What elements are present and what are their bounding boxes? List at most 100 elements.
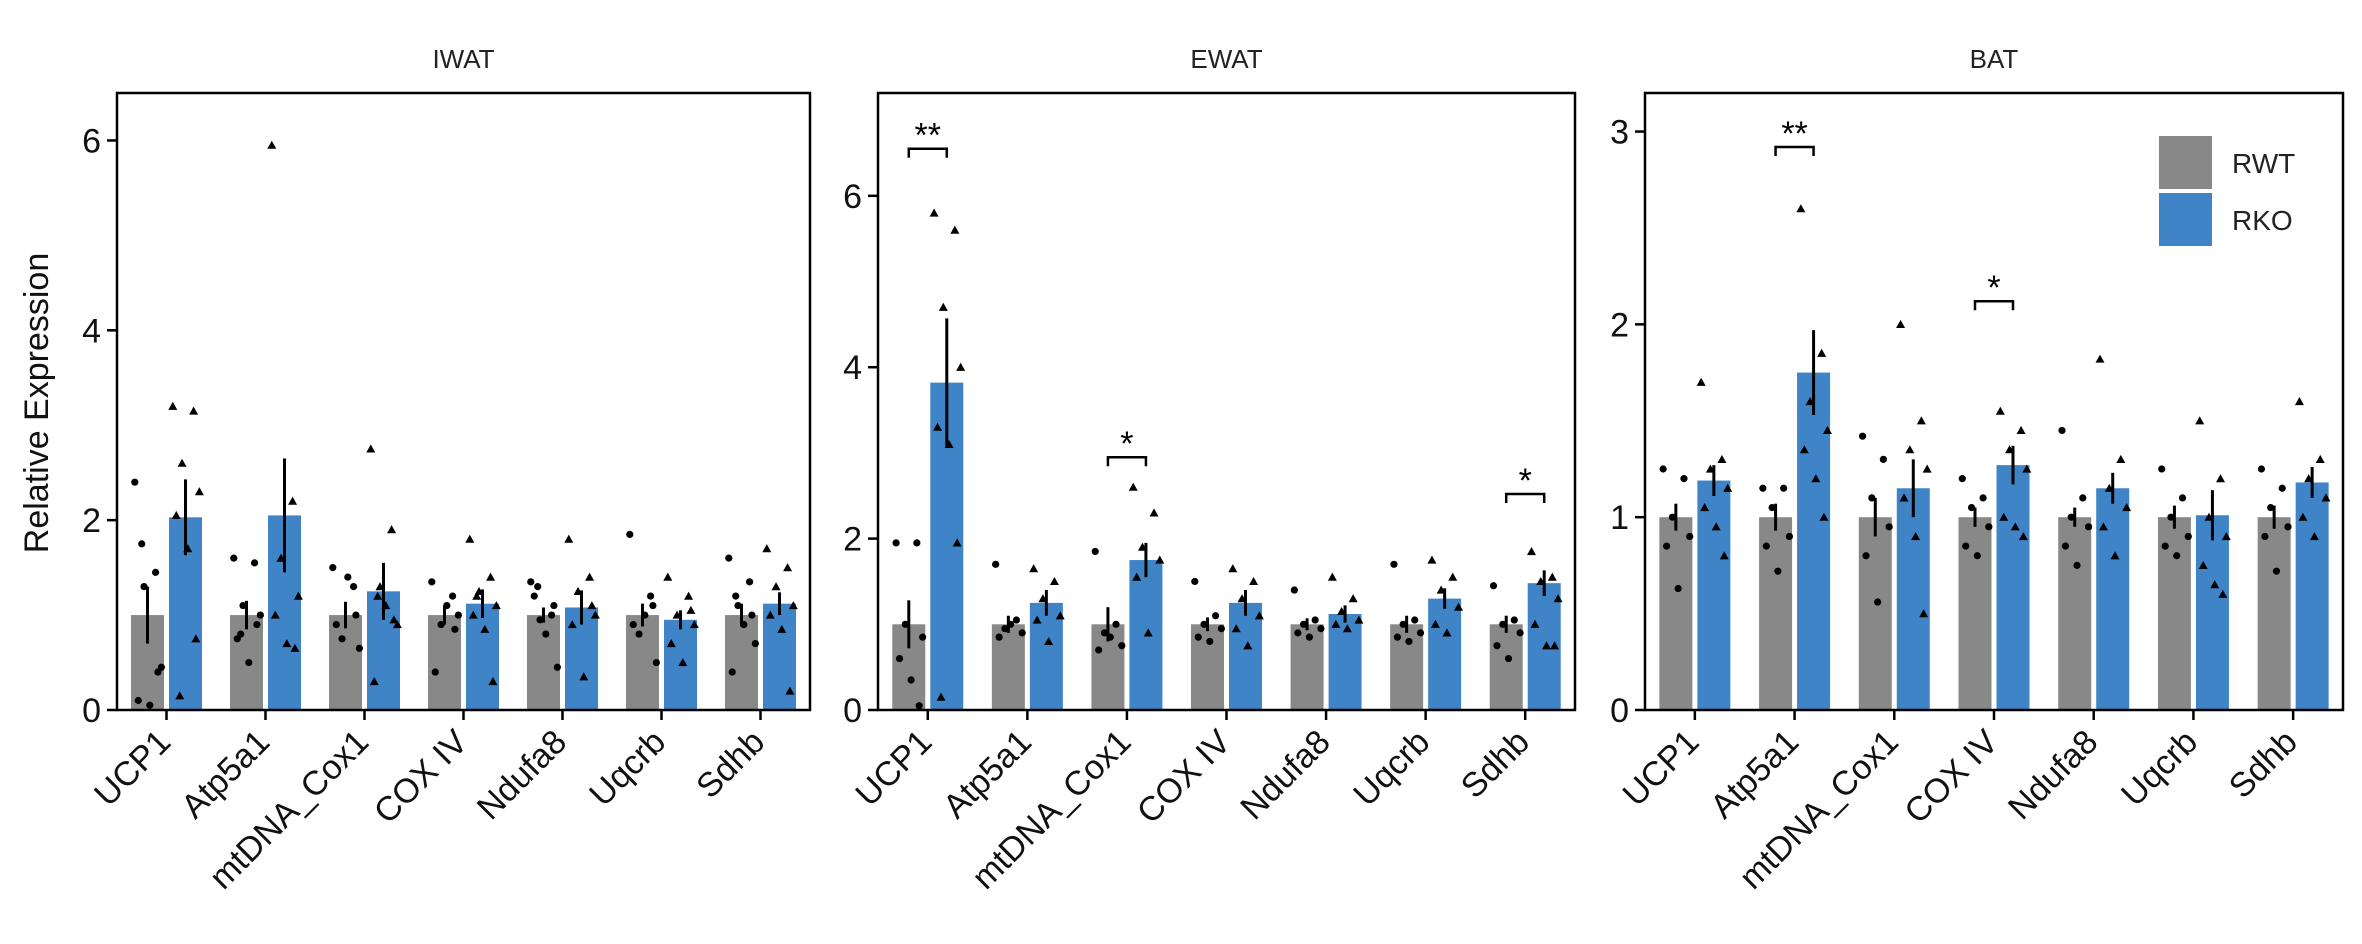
data-point-rko [267, 140, 277, 149]
data-point-rwt [1680, 475, 1688, 483]
data-point-rwt [1411, 616, 1419, 624]
x-tick-label: Sdhb [689, 723, 772, 806]
data-point-rko [191, 634, 201, 643]
data-point-rko [491, 601, 501, 610]
x-tick-label: COX IV [1897, 723, 2006, 832]
data-point-rwt [1200, 620, 1208, 628]
data-point-rwt [1399, 620, 1407, 628]
data-point-rko [189, 406, 199, 415]
data-point-rko [2298, 512, 2308, 521]
data-point-rko [2315, 454, 2325, 463]
data-point-rko [1342, 624, 1352, 633]
bar-rwt-mtdna_cox1 [329, 615, 362, 710]
data-point-rwt [2267, 503, 2275, 512]
data-point-rwt [443, 601, 451, 610]
data-point-rwt [355, 644, 363, 652]
legend-label: RWT [2232, 148, 2295, 179]
data-point-rwt [1091, 547, 1099, 556]
data-point-rwt [2061, 542, 2070, 550]
significance-bracket [907, 147, 949, 158]
y-tick-label: 4 [82, 312, 101, 350]
data-point-rwt [626, 530, 634, 538]
data-point-rwt [1774, 567, 1782, 575]
bar-rko-ndufa8 [2096, 488, 2130, 710]
data-point-rko [1243, 641, 1253, 650]
bar-rko-cox iv [1996, 465, 2030, 710]
data-point-rwt [256, 611, 264, 619]
data-point-rko [1430, 619, 1440, 628]
bar-rwt-atp5a1 [1759, 517, 1793, 710]
data-point-rko [1719, 551, 1729, 560]
data-point-rwt [1858, 432, 1867, 440]
data-point-rwt [1390, 560, 1398, 568]
data-point-rko [2204, 512, 2214, 521]
data-point-rko [1132, 572, 1142, 581]
data-point-rko [1049, 576, 1059, 586]
data-point-rwt [1317, 624, 1325, 633]
data-point-rko [956, 362, 966, 371]
data-point-rwt [2161, 542, 2169, 550]
bar-rko-atp5a1 [1797, 372, 1831, 710]
data-point-rko [573, 586, 583, 595]
data-point-rwt [131, 478, 139, 486]
significance-label: ** [1781, 115, 1807, 153]
data-point-rwt [1780, 484, 1788, 492]
data-point-rko [1711, 522, 1721, 531]
data-point-rwt [725, 554, 733, 562]
data-point-rko [389, 615, 399, 624]
data-point-rko [1454, 602, 1464, 611]
y-tick-label: 4 [843, 349, 862, 387]
data-point-rwt [1001, 624, 1009, 633]
data-point-rko [785, 686, 795, 695]
data-point-rwt [913, 539, 921, 547]
data-point-rko [1550, 641, 1560, 650]
data-point-rko [288, 496, 298, 505]
data-point-rko [771, 582, 781, 591]
bar-rwt-mtdna_cox1 [1858, 517, 1892, 710]
data-point-rwt [154, 668, 162, 676]
data-point-rwt [536, 616, 544, 624]
data-point-rwt [1290, 586, 1298, 594]
data-point-rko [1817, 348, 1827, 357]
data-point-rwt [1211, 612, 1220, 620]
data-point-rwt [1191, 577, 1199, 586]
data-point-rwt [635, 630, 643, 638]
data-point-rwt [728, 668, 736, 676]
data-point-rko [788, 601, 798, 610]
data-point-rwt [995, 633, 1003, 641]
data-point-rko [950, 225, 960, 234]
legend: RWT RKO [2159, 136, 2295, 246]
y-tick-label: 0 [1610, 692, 1629, 730]
data-point-rwt [146, 701, 154, 709]
bar-rko-mtdna_cox1 [1896, 488, 1930, 710]
x-tick-label: UCP1 [87, 723, 178, 814]
data-point-rwt [550, 601, 558, 610]
data-point-rko [2198, 560, 2208, 569]
significance-bracket [1973, 299, 2015, 311]
data-point-rwt [1686, 532, 1694, 541]
x-tick-label: Uqcrb [582, 723, 673, 814]
x-tick-label: Sdhb [2222, 723, 2305, 806]
data-point-rwt [2257, 465, 2266, 473]
data-point-rko [373, 591, 383, 600]
data-point-rko [1553, 594, 1563, 603]
data-point-rko [2022, 464, 2032, 473]
data-point-rko [369, 677, 379, 686]
data-point-rwt [527, 578, 535, 586]
data-point-rko [1149, 508, 1159, 517]
data-point-rwt [1311, 616, 1319, 624]
data-point-rko [1032, 615, 1042, 624]
data-point-rko [290, 643, 300, 652]
data-point-rwt [245, 658, 253, 667]
data-point-rko [2210, 580, 2220, 589]
data-point-rwt [2067, 513, 2075, 521]
data-point-rko [387, 525, 397, 534]
x-tick-label: UCP1 [1616, 723, 1707, 814]
y-tick-label: 1 [1610, 499, 1629, 537]
data-point-rko [1705, 464, 1715, 473]
data-point-rwt [751, 639, 759, 648]
data-point-rwt [1300, 620, 1308, 628]
data-point-rko [1822, 425, 1832, 435]
data-point-rko [168, 401, 178, 410]
